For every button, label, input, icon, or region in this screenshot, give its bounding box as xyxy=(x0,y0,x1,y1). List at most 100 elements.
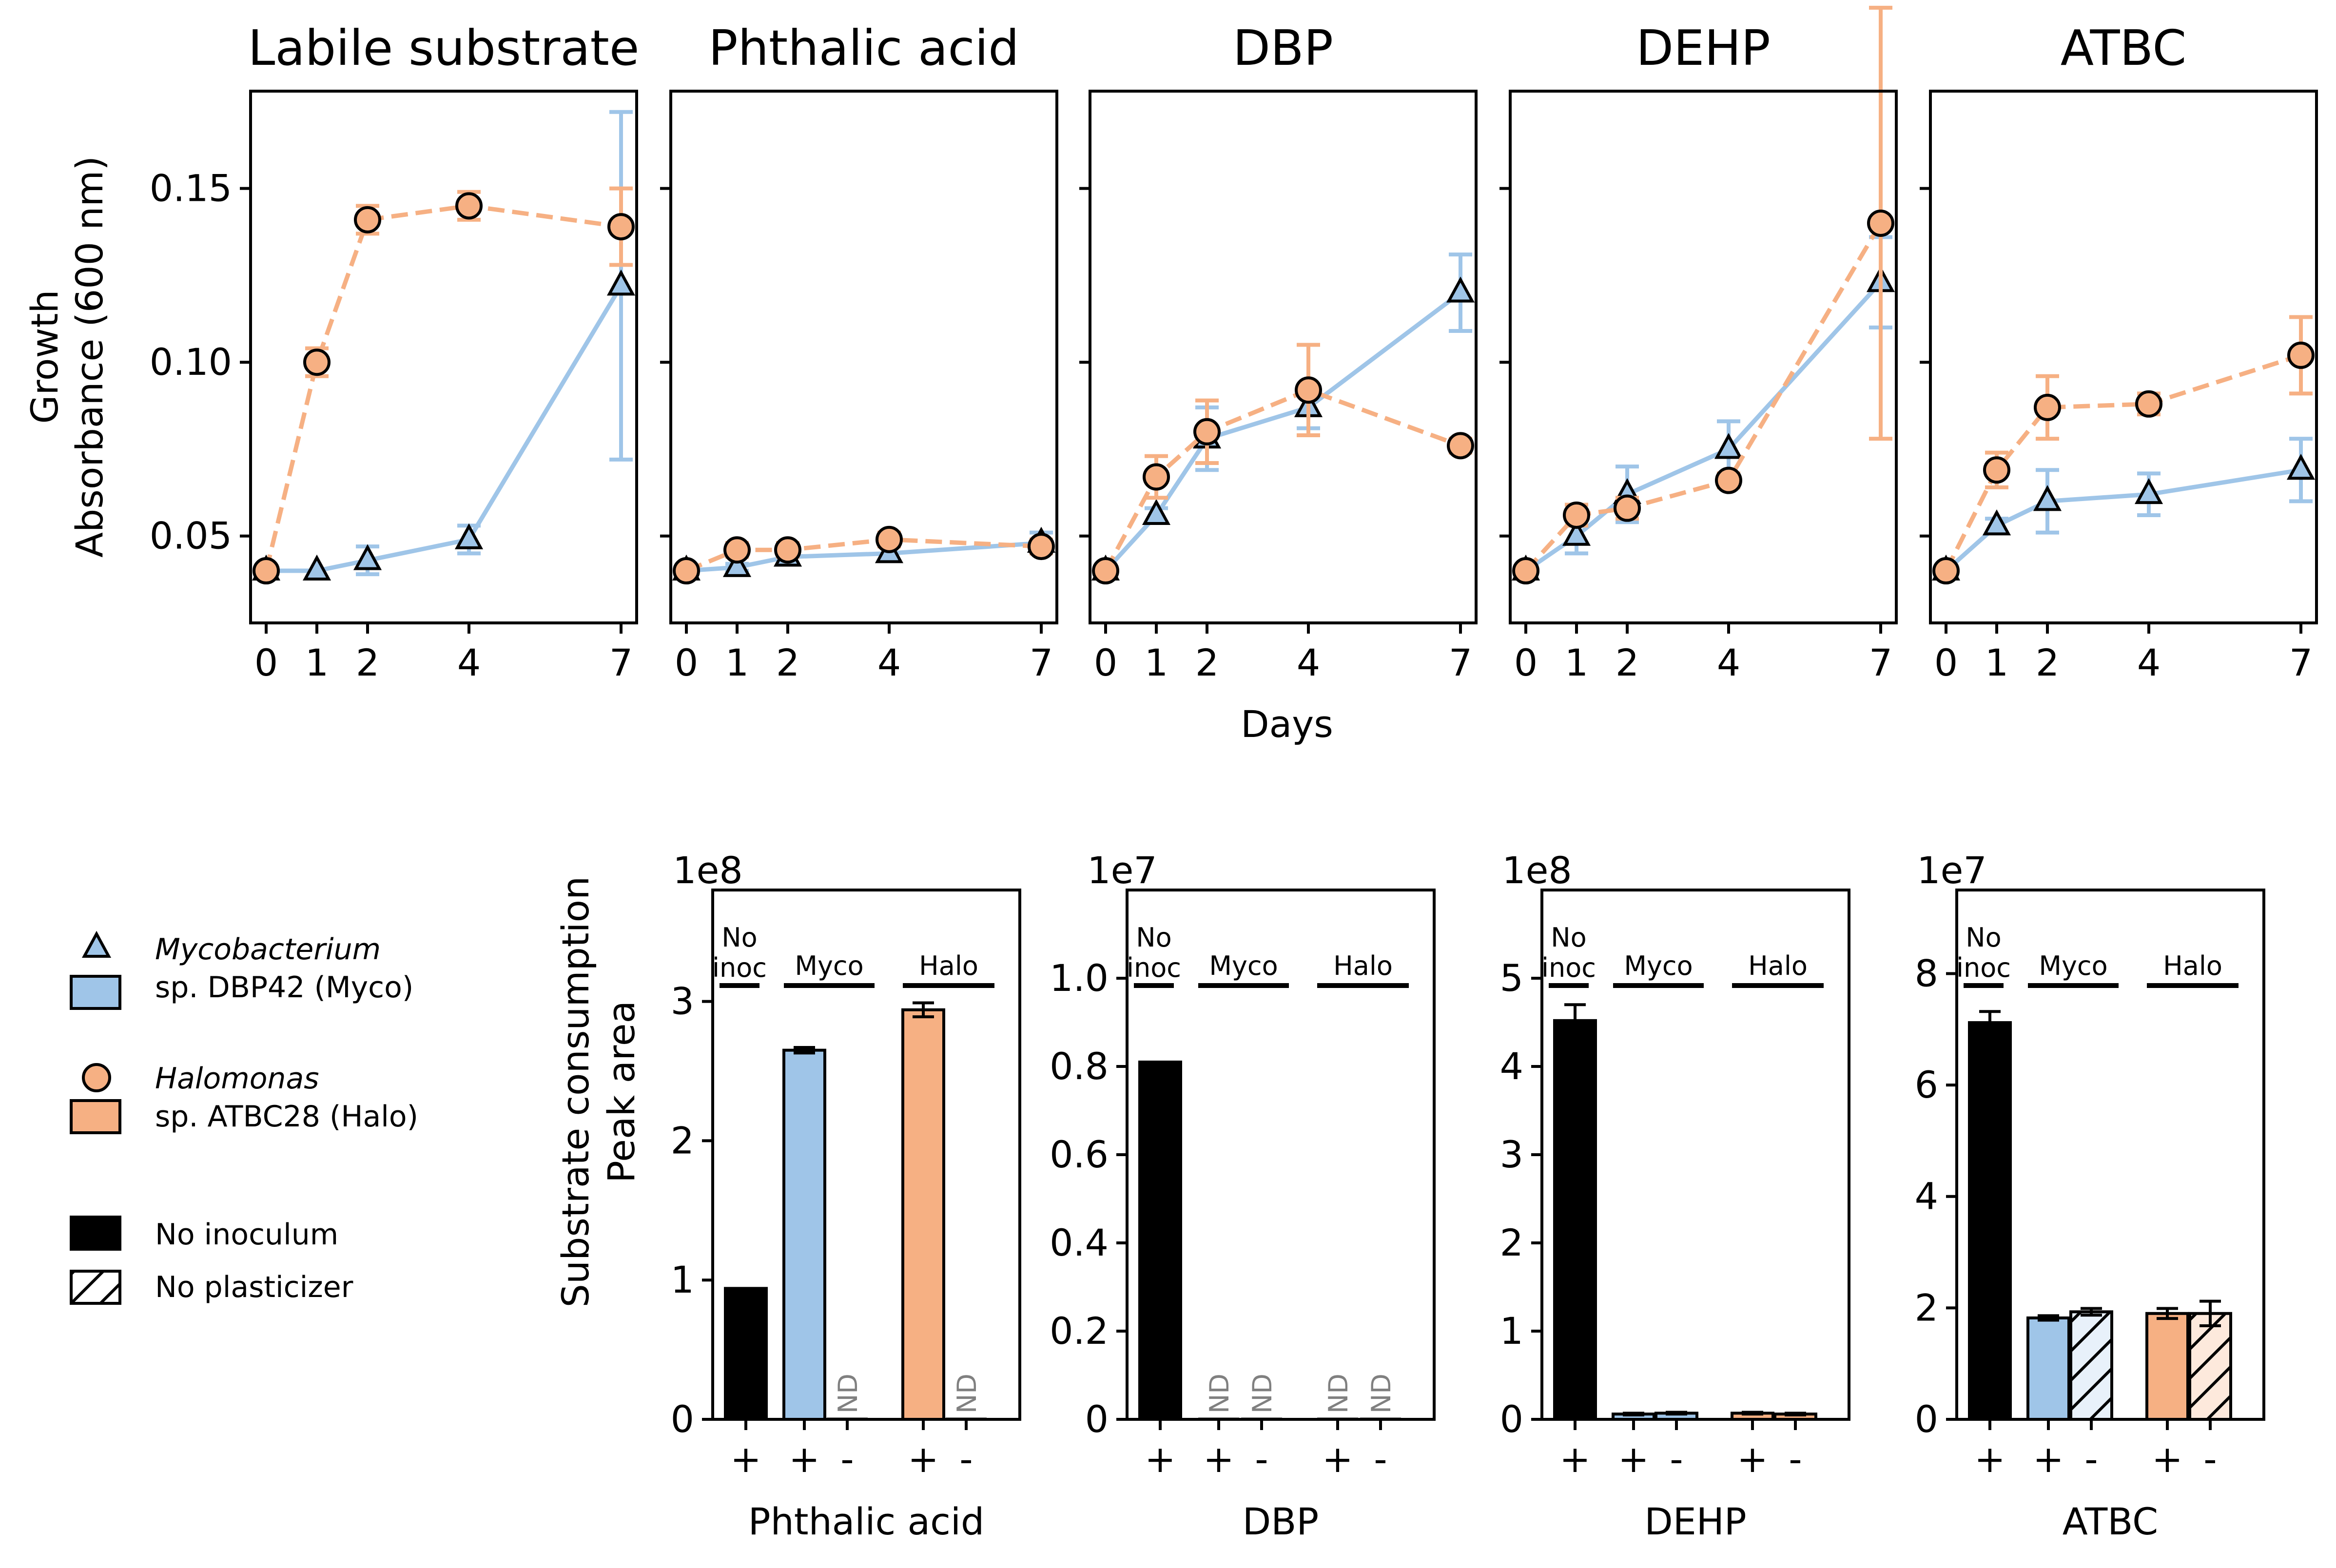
series-line xyxy=(1944,353,2302,572)
group-label: No xyxy=(721,922,757,953)
series-halo xyxy=(1512,5,1894,585)
growth-xlabel: Days xyxy=(1241,702,1333,746)
x-tick-label: - xyxy=(1374,1437,1387,1481)
y-tick-label: 0.05 xyxy=(150,514,232,558)
plot-frame xyxy=(1509,90,1898,624)
y-tick-label: 0.15 xyxy=(150,167,232,210)
y-tick-label: 0 xyxy=(671,1397,694,1441)
x-tick-label: 1 xyxy=(1565,641,1588,684)
data-point xyxy=(673,557,700,585)
data-point xyxy=(354,206,381,233)
legend-no-inoculum-label: No inoculum xyxy=(155,1218,338,1252)
y-exponent: 1e7 xyxy=(1917,849,1986,892)
x-tick-label: 0 xyxy=(1094,641,1117,684)
y-exponent: 1e7 xyxy=(1087,849,1157,892)
x-tick-label: - xyxy=(2084,1437,2098,1481)
x-tick-label: + xyxy=(1974,1437,2005,1481)
data-point xyxy=(303,348,331,376)
y-tick-label: 4 xyxy=(1915,1175,1938,1218)
data-point xyxy=(607,213,635,241)
x-tick-label: 2 xyxy=(1616,641,1639,684)
data-point xyxy=(2134,478,2163,504)
group-label: No xyxy=(1136,922,1171,953)
legend-no-inoculum-swatch xyxy=(70,1216,121,1251)
plot-frame xyxy=(1126,889,1436,1421)
data-point xyxy=(1982,509,2011,536)
panel-title: DEHP xyxy=(1636,19,1771,77)
x-tick-label: 2 xyxy=(776,641,799,684)
x-tick-label: 1 xyxy=(1985,641,2008,684)
x-tick-label: - xyxy=(840,1437,854,1481)
series-halo xyxy=(253,186,635,585)
data-point xyxy=(722,551,752,577)
data-point xyxy=(1295,376,1322,404)
x-tick-label: 0 xyxy=(675,641,698,684)
x-tick-label: + xyxy=(2033,1437,2064,1481)
data-point xyxy=(1867,209,1894,237)
group-label: inoc xyxy=(1541,952,1596,983)
series-line xyxy=(1104,290,1462,573)
group-label: Halo xyxy=(2163,950,2222,981)
nd-label: ND xyxy=(1323,1374,1354,1413)
group-label: Halo xyxy=(1333,950,1393,981)
data-point xyxy=(1143,463,1170,491)
y-tick-label: 3 xyxy=(1500,1133,1523,1176)
y-tick-label: 1.0 xyxy=(1050,956,1109,1000)
plot-frame xyxy=(1089,90,1478,624)
bar xyxy=(1138,1060,1182,1421)
bar xyxy=(2145,1312,2189,1421)
data-point xyxy=(454,523,484,549)
group-label: Myco xyxy=(2039,950,2107,981)
x-tick-label: + xyxy=(1322,1437,1353,1481)
series-halo xyxy=(1092,343,1474,585)
series-myco xyxy=(1511,235,1895,581)
nd-label: ND xyxy=(1247,1374,1278,1413)
data-point xyxy=(455,192,483,220)
data-point xyxy=(1714,433,1743,459)
x-tick-label: 2 xyxy=(1195,641,1219,684)
y-tick-label: 0 xyxy=(1500,1397,1523,1441)
group-label: Halo xyxy=(919,950,978,981)
y-tick-label: 2 xyxy=(1915,1286,1938,1329)
y-tick-label: 2 xyxy=(671,1119,694,1162)
panel-title: ATBC xyxy=(2061,19,2186,77)
data-point xyxy=(1447,432,1474,460)
panel-xlabel: DEHP xyxy=(1644,1500,1747,1543)
panel-xlabel: Phthalic acid xyxy=(748,1500,984,1543)
x-tick-label: 7 xyxy=(1869,641,1892,684)
y-tick-label: 3 xyxy=(671,980,694,1023)
panel-title: Labile substrate xyxy=(248,19,640,77)
x-tick-label: 7 xyxy=(2289,641,2313,684)
nd-label: ND xyxy=(952,1374,982,1413)
data-point xyxy=(1512,557,1539,585)
plot-frame xyxy=(669,90,1058,624)
x-tick-label: 4 xyxy=(877,641,901,684)
plot-frame xyxy=(711,889,1021,1421)
bar xyxy=(2188,1312,2232,1421)
bar xyxy=(2026,1316,2070,1421)
nd-label: ND xyxy=(1204,1374,1235,1413)
x-tick-label: 0 xyxy=(1514,641,1538,684)
x-tick-label: 4 xyxy=(1717,641,1740,684)
data-point xyxy=(1028,533,1055,561)
data-point xyxy=(1092,557,1119,585)
data-point xyxy=(1715,466,1742,494)
data-point xyxy=(253,557,280,585)
legend-halo-swatch xyxy=(70,1099,121,1134)
growth-panel-1: Labile substrate 0.05 0.10 0.15 0 1 2 4 7 xyxy=(150,19,640,684)
group-label: inoc xyxy=(712,952,767,983)
x-tick-label: - xyxy=(1670,1437,1683,1481)
nd-label: ND xyxy=(833,1374,863,1413)
series-line xyxy=(264,203,622,572)
group-label: inoc xyxy=(1127,952,1181,983)
x-tick-label: 7 xyxy=(609,641,633,684)
legend-no-plasticizer-label: No plasticizer xyxy=(155,1270,353,1304)
series-halo xyxy=(673,525,1055,585)
bar xyxy=(1553,1019,1597,1421)
x-tick-label: 1 xyxy=(725,641,749,684)
